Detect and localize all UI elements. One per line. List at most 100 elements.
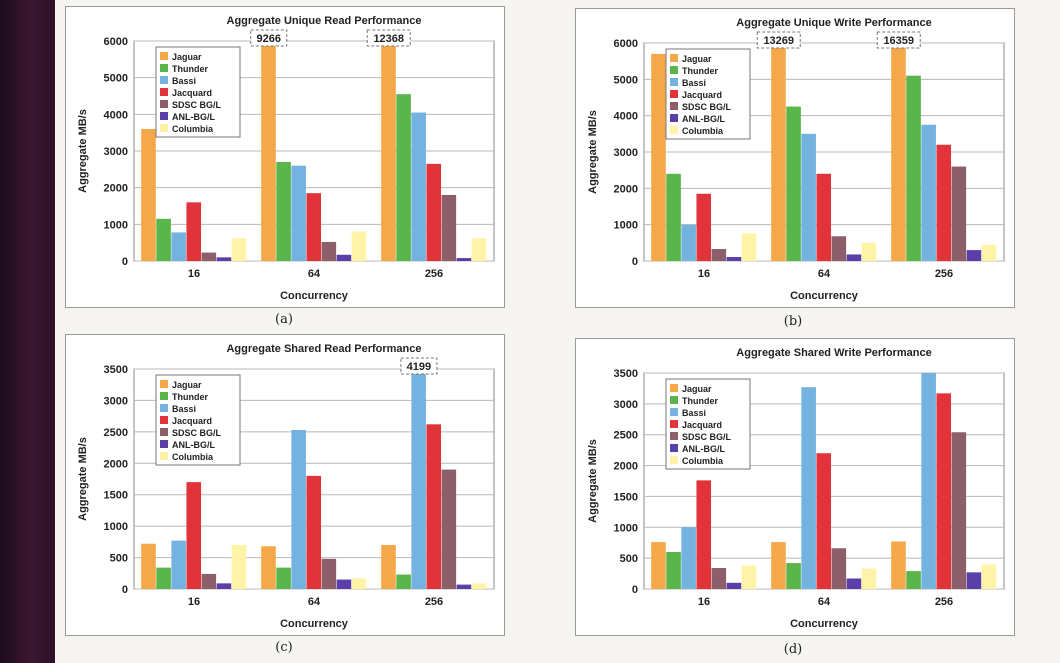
- y-axis-label: Aggregate MB/s: [77, 109, 89, 193]
- x-axis-label: Concurrency: [790, 618, 859, 630]
- legend-swatch: [670, 90, 678, 98]
- legend-swatch: [160, 428, 168, 436]
- bar: [801, 133, 816, 261]
- overflow-label: 13269: [763, 35, 794, 47]
- legend-label: ANL-BG/L: [172, 440, 215, 450]
- legend-label: Columbia: [172, 452, 214, 462]
- legend-label: Thunder: [682, 66, 718, 76]
- bar: [906, 75, 921, 261]
- x-tick-label: 16: [188, 268, 200, 280]
- bar: [216, 583, 232, 589]
- bar: [951, 166, 967, 261]
- y-tick-label: 6000: [104, 36, 128, 48]
- x-axis-label: Concurrency: [790, 290, 859, 302]
- bar: [171, 540, 186, 589]
- overflow-label-box: [250, 29, 288, 47]
- legend-swatch: [670, 456, 678, 464]
- legend-label: SDSC BG/L: [682, 432, 732, 442]
- y-tick-label: 1000: [614, 522, 638, 534]
- bar: [846, 578, 862, 589]
- bar: [936, 144, 952, 261]
- bar: [306, 475, 322, 589]
- bar: [381, 545, 396, 589]
- bar: [891, 43, 906, 261]
- legend-label: ANL-BG/L: [682, 444, 725, 454]
- bar: [801, 387, 816, 589]
- y-tick-label: 1000: [104, 219, 128, 231]
- bar: [336, 579, 352, 589]
- y-tick-label: 2500: [614, 430, 638, 442]
- y-tick-label: 1500: [104, 490, 128, 502]
- bar: [681, 527, 696, 589]
- legend-label: Jacquard: [682, 420, 722, 430]
- caption-c: (c): [275, 640, 293, 655]
- chart-svg: 0 1000 2000 3000 4000 5000 6000 Aggregate Uniqu…: [587, 17, 1005, 302]
- x-tick-label: 16: [698, 596, 710, 608]
- y-tick-label: 3500: [104, 364, 128, 376]
- x-tick-label: 64: [818, 596, 831, 608]
- bar: [666, 551, 681, 589]
- legend-swatch: [670, 408, 678, 416]
- figure-sheet: 0 1000 2000 3000 4000 5000 6000 Aggregate Uniqu…: [55, 0, 1060, 663]
- bar: [831, 236, 847, 261]
- bar: [471, 583, 487, 589]
- bar: [396, 94, 411, 262]
- bar: [696, 480, 712, 589]
- legend-label: Thunder: [682, 396, 718, 406]
- legend-label: Columbia: [172, 124, 214, 134]
- legend-box: [665, 378, 751, 470]
- legend-swatch: [670, 102, 678, 110]
- legend-label: Jaguar: [172, 380, 202, 390]
- chart-svg: 0 500 1000 1500 2000 2500 3000 3500 Aggregate Sh…: [587, 347, 1005, 630]
- bar: [696, 193, 712, 261]
- legend-swatch: [160, 380, 168, 388]
- bar: [936, 393, 952, 589]
- y-tick-label: 2500: [104, 427, 128, 439]
- y-axis-label: Aggregate MB/s: [587, 110, 599, 194]
- y-tick-label: 0: [632, 256, 638, 268]
- overflow-label-box: [876, 31, 921, 49]
- bar: [846, 254, 862, 261]
- y-tick-label: 3000: [104, 395, 128, 407]
- y-tick-label: 0: [122, 584, 128, 596]
- legend-swatch: [670, 420, 678, 428]
- bar: [966, 250, 982, 261]
- y-tick-label: 2000: [104, 183, 128, 195]
- x-tick-label: 256: [935, 596, 953, 608]
- legend-label: Bassi: [682, 78, 706, 88]
- bar: [711, 249, 727, 261]
- y-tick-label: 0: [122, 256, 128, 268]
- y-tick-label: 5000: [104, 73, 128, 85]
- legend-label: SDSC BG/L: [682, 102, 732, 112]
- caption-d: (d): [783, 642, 803, 657]
- bar: [666, 173, 681, 261]
- bar: [231, 238, 247, 261]
- legend-swatch: [160, 112, 168, 120]
- bar: [951, 432, 967, 589]
- bar: [321, 558, 337, 589]
- chart-svg: 0 500 1000 1500 2000 2500 3000 3500 Aggregate Sh…: [77, 343, 495, 630]
- legend-label: Jaguar: [682, 54, 712, 64]
- legend-swatch: [670, 114, 678, 122]
- bar: [156, 567, 171, 589]
- bar: [186, 202, 202, 261]
- y-tick-label: 500: [110, 553, 128, 565]
- legend-swatch: [670, 444, 678, 452]
- y-tick-label: 1000: [614, 220, 638, 232]
- legend-swatch: [670, 126, 678, 134]
- y-tick-label: 1500: [614, 491, 638, 503]
- bar: [906, 571, 921, 589]
- legend-box: [155, 46, 241, 138]
- y-tick-label: 1000: [104, 521, 128, 533]
- bar: [966, 572, 982, 589]
- x-tick-label: 256: [425, 268, 443, 280]
- bar: [711, 568, 727, 589]
- legend-label: SDSC BG/L: [172, 428, 222, 438]
- y-tick-label: 0: [632, 584, 638, 596]
- bar: [411, 112, 426, 261]
- bar: [276, 567, 291, 589]
- legend-label: Thunder: [172, 392, 208, 402]
- chart-panel-d: 0 500 1000 1500 2000 2500 3000 3500 Aggregate Sh…: [575, 338, 1015, 636]
- bar: [441, 195, 457, 261]
- bar: [471, 238, 487, 261]
